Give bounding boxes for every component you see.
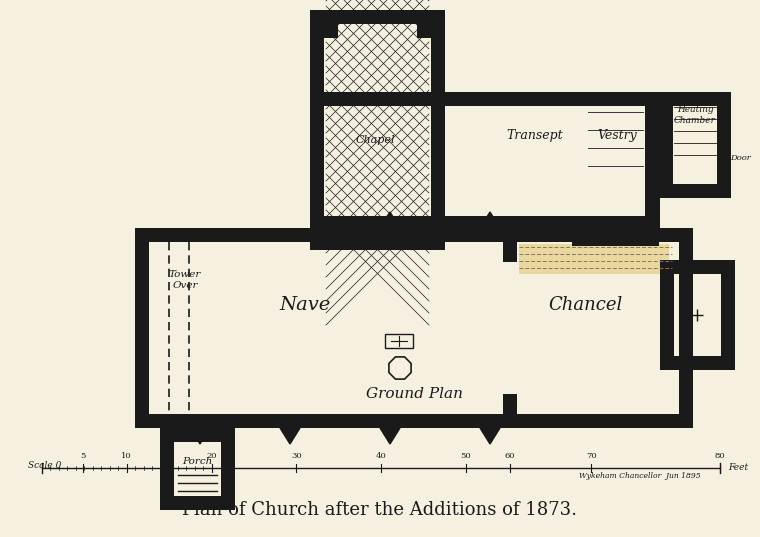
Bar (717, 92, 731, 198)
Bar (310, 10, 445, 24)
Bar (135, 228, 693, 242)
Bar (417, 10, 445, 38)
Bar (674, 274, 720, 356)
Text: Chapel: Chapel (355, 135, 394, 145)
Bar (385, 334, 413, 348)
Text: 20: 20 (206, 452, 217, 460)
Polygon shape (380, 212, 400, 228)
Bar (660, 260, 735, 274)
Bar (135, 228, 149, 428)
Bar (221, 428, 235, 510)
Text: Door: Door (730, 154, 750, 162)
Bar (310, 10, 324, 250)
Bar (679, 228, 693, 428)
Bar (659, 92, 673, 198)
Bar (310, 92, 324, 230)
Polygon shape (190, 428, 210, 444)
Text: Transept: Transept (507, 128, 563, 142)
Bar (310, 10, 445, 24)
Bar (135, 414, 693, 428)
Polygon shape (280, 428, 300, 444)
Bar (324, 24, 431, 236)
Text: Heating
Chamber: Heating Chamber (674, 105, 716, 125)
Bar (310, 222, 338, 250)
Polygon shape (480, 212, 500, 228)
Bar (160, 428, 235, 442)
Text: Scale 0: Scale 0 (28, 461, 62, 470)
Bar (503, 394, 517, 428)
Bar (660, 260, 674, 370)
Text: 30: 30 (291, 452, 302, 460)
Text: Nave: Nave (280, 296, 331, 314)
Text: 70: 70 (586, 452, 597, 460)
Bar (310, 236, 445, 250)
Text: Tower
Over: Tower Over (169, 270, 201, 289)
Bar (310, 216, 660, 230)
Text: Ground Plan: Ground Plan (366, 387, 464, 401)
Bar (149, 242, 679, 414)
Bar (310, 92, 660, 106)
Bar (160, 428, 174, 510)
Bar (673, 106, 717, 184)
Text: Vestry: Vestry (597, 128, 637, 142)
Text: Porch: Porch (182, 458, 212, 467)
Bar (659, 184, 731, 198)
Text: 5: 5 (80, 452, 85, 460)
Bar (431, 10, 445, 250)
Bar (160, 496, 235, 510)
Bar (572, 232, 659, 246)
Bar (646, 92, 660, 230)
Bar (310, 10, 338, 38)
Bar (660, 356, 735, 370)
Text: 10: 10 (122, 452, 132, 460)
Bar (645, 92, 659, 246)
Polygon shape (480, 428, 500, 444)
Text: Wykeham Chancellor  Jun 1895: Wykeham Chancellor Jun 1895 (579, 472, 701, 480)
Text: 50: 50 (461, 452, 471, 460)
Polygon shape (389, 357, 411, 379)
Bar (174, 442, 221, 496)
Bar (310, 236, 445, 250)
Bar (324, 106, 646, 216)
Bar (659, 92, 731, 106)
Text: Feet: Feet (728, 462, 748, 471)
Bar (572, 92, 659, 106)
Bar (586, 106, 645, 232)
Text: Plan of Church after the Additions of 1873.: Plan of Church after the Additions of 18… (182, 501, 578, 519)
Text: 60: 60 (505, 452, 515, 460)
Bar (721, 260, 735, 370)
Bar (431, 10, 445, 250)
Bar (310, 10, 324, 250)
Polygon shape (380, 428, 400, 444)
Bar (503, 228, 517, 262)
Text: 40: 40 (375, 452, 386, 460)
Bar (519, 244, 669, 274)
Bar (417, 222, 445, 250)
Text: 80: 80 (714, 452, 725, 460)
Text: Chancel: Chancel (548, 296, 622, 314)
